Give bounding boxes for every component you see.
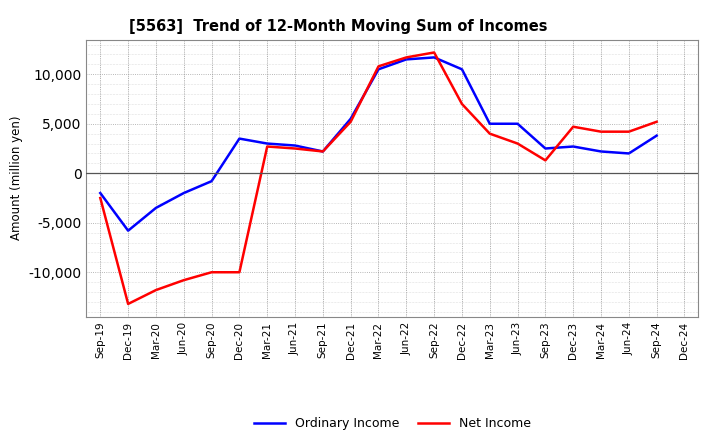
Net Income — [652, 119, 661, 125]
Net Income — [124, 301, 132, 307]
Net Income — [263, 144, 271, 149]
Net Income — [458, 101, 467, 106]
Ordinary Income — [402, 57, 410, 62]
Ordinary Income — [291, 143, 300, 148]
Net Income — [624, 129, 633, 134]
Ordinary Income — [235, 136, 243, 141]
Ordinary Income — [318, 149, 327, 154]
Net Income — [430, 50, 438, 55]
Ordinary Income — [513, 121, 522, 126]
Line: Ordinary Income: Ordinary Income — [100, 57, 657, 231]
Net Income — [402, 55, 410, 60]
Net Income — [346, 119, 355, 125]
Ordinary Income — [430, 55, 438, 60]
Ordinary Income — [346, 116, 355, 121]
Ordinary Income — [624, 151, 633, 156]
Y-axis label: Amount (million yen): Amount (million yen) — [10, 116, 23, 240]
Legend: Ordinary Income, Net Income: Ordinary Income, Net Income — [248, 412, 536, 435]
Net Income — [318, 149, 327, 154]
Ordinary Income — [179, 191, 188, 196]
Ordinary Income — [597, 149, 606, 154]
Ordinary Income — [207, 179, 216, 184]
Ordinary Income — [569, 144, 577, 149]
Net Income — [152, 287, 161, 293]
Net Income — [179, 278, 188, 283]
Line: Net Income: Net Income — [100, 52, 657, 304]
Ordinary Income — [458, 66, 467, 72]
Ordinary Income — [485, 121, 494, 126]
Text: [5563]  Trend of 12-Month Moving Sum of Incomes: [5563] Trend of 12-Month Moving Sum of I… — [130, 19, 548, 34]
Ordinary Income — [374, 66, 383, 72]
Ordinary Income — [263, 141, 271, 146]
Ordinary Income — [152, 205, 161, 210]
Net Income — [597, 129, 606, 134]
Ordinary Income — [96, 191, 104, 196]
Ordinary Income — [124, 228, 132, 233]
Net Income — [207, 270, 216, 275]
Net Income — [541, 158, 550, 163]
Ordinary Income — [541, 146, 550, 151]
Net Income — [513, 141, 522, 146]
Net Income — [569, 124, 577, 129]
Net Income — [96, 195, 104, 201]
Net Income — [374, 64, 383, 69]
Net Income — [485, 131, 494, 136]
Net Income — [235, 270, 243, 275]
Net Income — [291, 146, 300, 151]
Ordinary Income — [652, 133, 661, 138]
